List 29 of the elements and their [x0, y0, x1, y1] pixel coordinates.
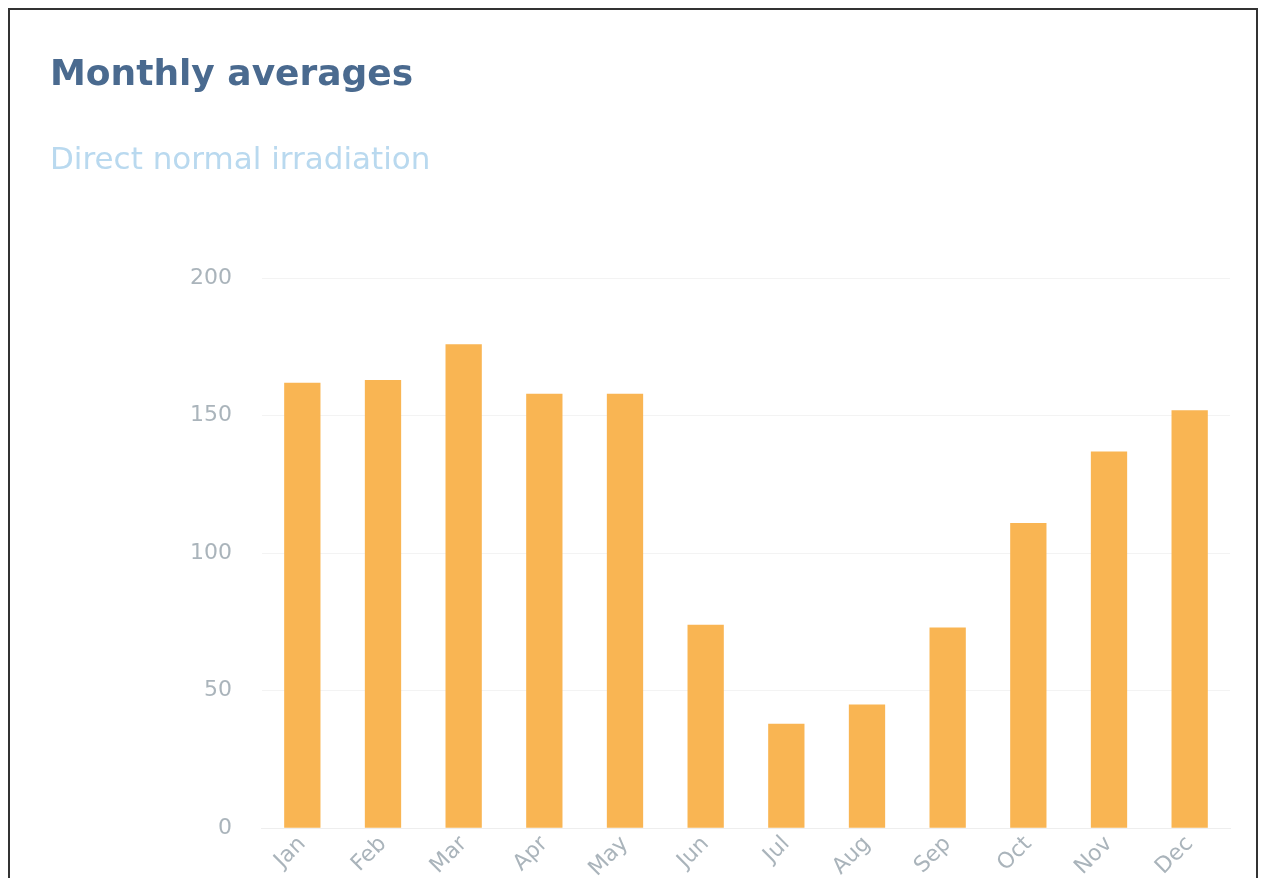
bar	[445, 344, 482, 828]
bar	[1171, 410, 1208, 828]
x-tick-label: Jun	[669, 830, 714, 874]
chart-title: Monthly averages	[50, 52, 414, 93]
x-tick-label: Dec	[1149, 830, 1198, 878]
chart-subtitle: Direct normal irradiation	[50, 140, 431, 176]
bar	[364, 379, 402, 828]
x-tick-label: Mar	[424, 829, 472, 878]
bar	[768, 723, 805, 828]
x-tick-label: Apr	[507, 829, 553, 875]
y-tick-label: 200	[189, 263, 232, 289]
y-tick-label: 150	[189, 401, 232, 427]
y-tick-label: 100	[189, 538, 232, 564]
bar	[929, 627, 966, 828]
bar	[1010, 522, 1047, 828]
bar	[848, 704, 886, 828]
y-tick-label: 0	[217, 813, 232, 839]
x-tick-label: Oct	[991, 830, 1037, 875]
bar	[284, 382, 321, 828]
bar	[606, 393, 644, 828]
y-tick-label: 50	[203, 676, 232, 702]
bar	[526, 393, 563, 828]
bar	[1090, 451, 1128, 828]
x-tick-label: Sep	[908, 830, 956, 878]
bar	[687, 624, 724, 828]
x-tick-label: Jan	[266, 830, 310, 874]
x-tick-label: Nov	[1068, 830, 1117, 878]
x-tick-label: Feb	[345, 830, 391, 876]
x-tick-label: Jul	[756, 830, 794, 869]
